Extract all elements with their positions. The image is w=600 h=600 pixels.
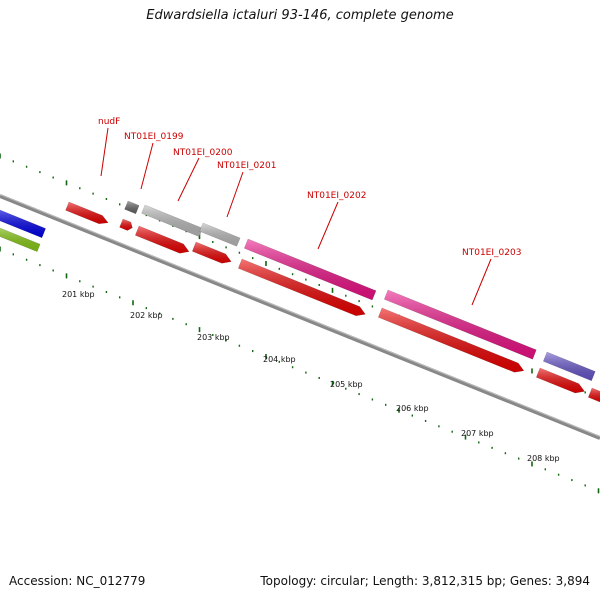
- kbp-label-202: 202 kbp: [130, 311, 163, 320]
- gene-features: [0, 200, 600, 403]
- gene-label-nt01ei-0203: NT01EI_0203: [462, 248, 521, 258]
- backbone: [0, 194, 600, 440]
- kbp-label-207: 207 kbp: [461, 429, 494, 438]
- gene-nt01ei-0202-shade: [244, 239, 376, 300]
- kbp-label-206: 206 kbp: [396, 404, 429, 413]
- gene-nudf-shade: [65, 202, 109, 224]
- gene-nt01ei-0203-shade: [384, 290, 537, 360]
- leader-nt01ei-0200: [177, 157, 200, 202]
- accession-text: Accession: NC_012779: [9, 574, 146, 588]
- gene-cds-5-shade: [536, 368, 585, 393]
- gene-label-nt01ei-0199: NT01EI_0199: [124, 132, 184, 142]
- leader-nt01ei-0203: [471, 258, 492, 306]
- gene-label-nudF: nudF: [98, 117, 120, 127]
- leader-nt01ei-0201: [226, 171, 244, 218]
- kbp-label-204: 204 kbp: [263, 355, 296, 364]
- gene-green-shade: [0, 228, 41, 252]
- gene-cds-3-shade: [238, 259, 366, 316]
- leader-nudf: [100, 127, 109, 177]
- page-title: Edwardsiella ictaluri 93-146, complete g…: [146, 8, 454, 23]
- topology-text: Topology: circular; Length: 3,812,315 bp…: [260, 574, 590, 588]
- backbone-highlight: [0, 194, 600, 437]
- gene-cds-4-shade: [378, 308, 524, 373]
- inner-tick-track: [0, 246, 600, 494]
- gene-cds-1-shade: [135, 226, 189, 254]
- gene-nt01ei-0201-shade: [199, 223, 241, 247]
- kbp-label-208: 208 kbp: [527, 454, 560, 463]
- leader-nt01ei-0199: [140, 142, 154, 190]
- kbp-label-201: 201 kbp: [62, 290, 95, 299]
- label-leaders: [100, 127, 492, 306]
- gene-cds-6-shade: [588, 388, 600, 403]
- gene-nt01ei-0200-shade: [141, 205, 203, 237]
- gene-label-nt01ei-0202: NT01EI_0202: [307, 191, 366, 201]
- backbone-line: [0, 194, 600, 440]
- leader-nt01ei-0202: [317, 201, 339, 250]
- gene-cds-2-shade: [192, 242, 232, 264]
- gene-label-nt01ei-0201: NT01EI_0201: [217, 161, 276, 171]
- gene-blue-shade: [0, 210, 46, 238]
- gene-cds-small-shade: [119, 219, 133, 231]
- kbp-label-203: 203 kbp: [197, 333, 230, 342]
- gene-label-nt01ei-0200: NT01EI_0200: [173, 148, 233, 158]
- gene-purple-shade: [543, 352, 596, 381]
- kbp-label-205: 205 kbp: [330, 380, 363, 389]
- gene-nt01ei-0199-shade: [124, 201, 140, 214]
